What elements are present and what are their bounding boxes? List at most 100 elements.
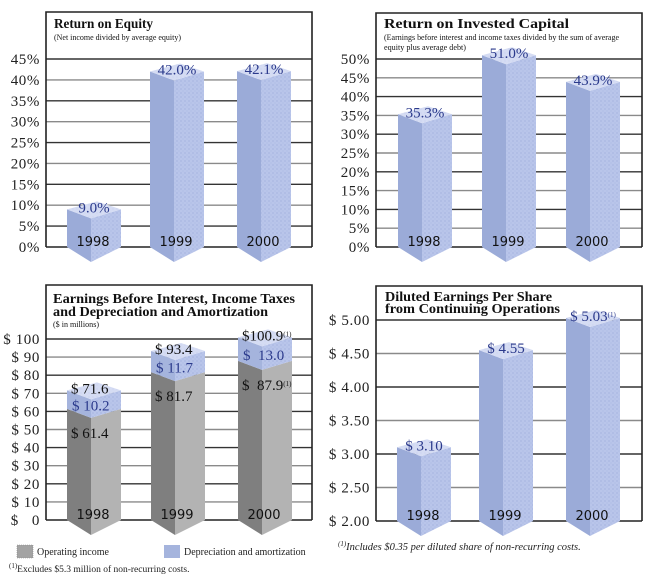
ytick-label: $ 20 <box>11 477 40 493</box>
bar-left-face <box>482 55 506 262</box>
bar-1999: 51.0% 1999 <box>482 46 536 262</box>
chart-title-line-2: and Depreciation and Amortization <box>53 305 268 320</box>
category-label: 2000 <box>246 235 279 250</box>
ytick-label: 0% <box>19 240 40 256</box>
bar-right-face <box>506 55 536 262</box>
footnote-mark: (1) <box>338 540 347 548</box>
ytick-label: $ 3.50 <box>329 414 370 430</box>
value-label: 42.0% <box>158 63 197 79</box>
ytick-label: $ 4.00 <box>329 380 370 396</box>
ytick-label: 40% <box>341 90 370 106</box>
value-label: 9.0% <box>78 200 109 216</box>
bar-right-face <box>590 317 620 536</box>
value-text: 9.0% <box>78 200 109 216</box>
bar-left-face <box>566 81 590 262</box>
legend-label-operating-income: Operating income <box>37 547 109 558</box>
bar-top-face <box>479 342 533 360</box>
operating-income-right-face <box>175 372 205 535</box>
ytick-label: 15% <box>341 184 370 200</box>
bar-left-face <box>398 114 422 262</box>
bar-top-face <box>67 201 121 219</box>
legend-swatch-operating-income <box>16 544 34 559</box>
ytick-label: 35% <box>11 94 40 110</box>
chart-frame <box>45 284 313 520</box>
bar-1998: 9.0% 1998 <box>67 200 121 262</box>
bar-top-face <box>67 382 121 400</box>
legend-label-depreciation: Depreciation and amortization <box>184 547 306 558</box>
bar-right-face <box>590 81 620 262</box>
operating-income-value-text: $ 81.7 <box>155 389 193 405</box>
ytick-label: $ 50 <box>11 423 40 439</box>
ytick-label: 30% <box>341 127 370 143</box>
bar-right-face <box>422 114 452 262</box>
ytick-label: 25% <box>341 146 370 162</box>
ytick-label: $ 4.50 <box>329 347 370 363</box>
value-text: 51.0% <box>490 46 529 62</box>
operating-income-right-face <box>262 360 292 535</box>
value-text: $ 4.55 <box>487 341 525 357</box>
return-on-equity-chart: 0% 5% 10% 15% 20% 25% 30% 35% 40% 45% 9.0% 1998 42.0… <box>11 11 313 263</box>
ytick-label: 15% <box>11 177 40 193</box>
depreciation-right-face <box>175 350 205 382</box>
chart-frame <box>375 12 643 247</box>
depreciation-left-face <box>67 390 91 418</box>
bar-top-face <box>482 47 536 65</box>
total-value-text: $ 93.4 <box>155 342 193 358</box>
ebitda-legend: Operating income Depreciation and amorti… <box>16 544 306 559</box>
operating-income-footnote-mark: (1) <box>283 380 292 388</box>
eps-footnote: (1)Includes $0.35 per diluted share of n… <box>338 540 581 553</box>
ytick-label: 20% <box>341 165 370 181</box>
bar-left-face <box>397 447 421 536</box>
bar-left-face <box>479 350 503 536</box>
ytick-label: 50% <box>341 52 370 68</box>
footnote-text: Includes $0.35 per diluted share of non-… <box>345 542 581 553</box>
ytick-label: 20% <box>11 156 40 172</box>
category-label: 1998 <box>407 235 440 250</box>
total-value-text: $ 71.6 <box>71 381 109 397</box>
operating-income-value-label: $ 81.7 <box>155 389 193 405</box>
depreciation-left-face <box>151 350 175 382</box>
bar-right-face <box>174 71 204 263</box>
ytick-label: $ 60 <box>11 404 40 420</box>
bar-left-face <box>566 317 590 536</box>
chart-title: Return on Invested Capital <box>384 17 569 32</box>
depreciation-value-label: $ 13.0 <box>243 348 284 364</box>
ytick-label: 10% <box>341 202 370 218</box>
ytick-label: $ 10 <box>11 495 40 511</box>
bar-1999: $ 4.55 1999 <box>479 341 533 536</box>
category-label: 2000 <box>247 508 280 523</box>
depreciation-value-label: $ 11.7 <box>156 361 193 377</box>
chart-title-line-1: Earnings Before Interest, Income Taxes <box>53 292 296 307</box>
ytick-label: 40% <box>11 73 40 89</box>
depreciation-right-face <box>91 390 121 418</box>
bar-top-face <box>566 73 620 91</box>
value-text: 43.9% <box>574 73 613 89</box>
value-label: $ 5.03(1) <box>570 309 616 325</box>
value-label: 42.1% <box>245 62 284 78</box>
bar-2000: $ 5.03(1) 2000 <box>566 309 620 536</box>
footnote-mark: (1) <box>9 562 18 570</box>
bar-top-face <box>237 63 291 81</box>
value-label: $ 4.55 <box>487 341 525 357</box>
operating-income-left-face <box>67 408 91 535</box>
chart-title-line-2: from Continuing Operations <box>385 302 561 317</box>
value-text: $ 3.10 <box>405 438 443 454</box>
value-text: 35.3% <box>406 105 445 121</box>
ytick-label: $ 40 <box>11 441 40 457</box>
ytick-label: 45% <box>11 52 40 68</box>
bar-2000: 42.1% 2000 <box>237 62 291 262</box>
ytick-label: 5% <box>19 219 40 235</box>
category-label: 1999 <box>159 235 192 250</box>
chart-subtitle: (Net income divided by average equity) <box>54 32 181 42</box>
ytick-label: $ 30 <box>11 459 40 475</box>
ytick-label: $ 3.00 <box>329 447 370 463</box>
chart-frame <box>45 11 313 247</box>
legend-swatch-depreciation <box>164 545 180 558</box>
bar-1999: $ 93.4 $ 11.7 $ 81.7 1999 <box>151 342 205 535</box>
roic-title-block: Return on Invested Capital (Earnings bef… <box>384 17 619 52</box>
depreciation-left-face <box>238 337 262 370</box>
bar-1999: 42.0% 1999 <box>150 63 204 263</box>
category-label: 1999 <box>488 509 521 524</box>
value-label: $ 3.10 <box>405 438 443 454</box>
